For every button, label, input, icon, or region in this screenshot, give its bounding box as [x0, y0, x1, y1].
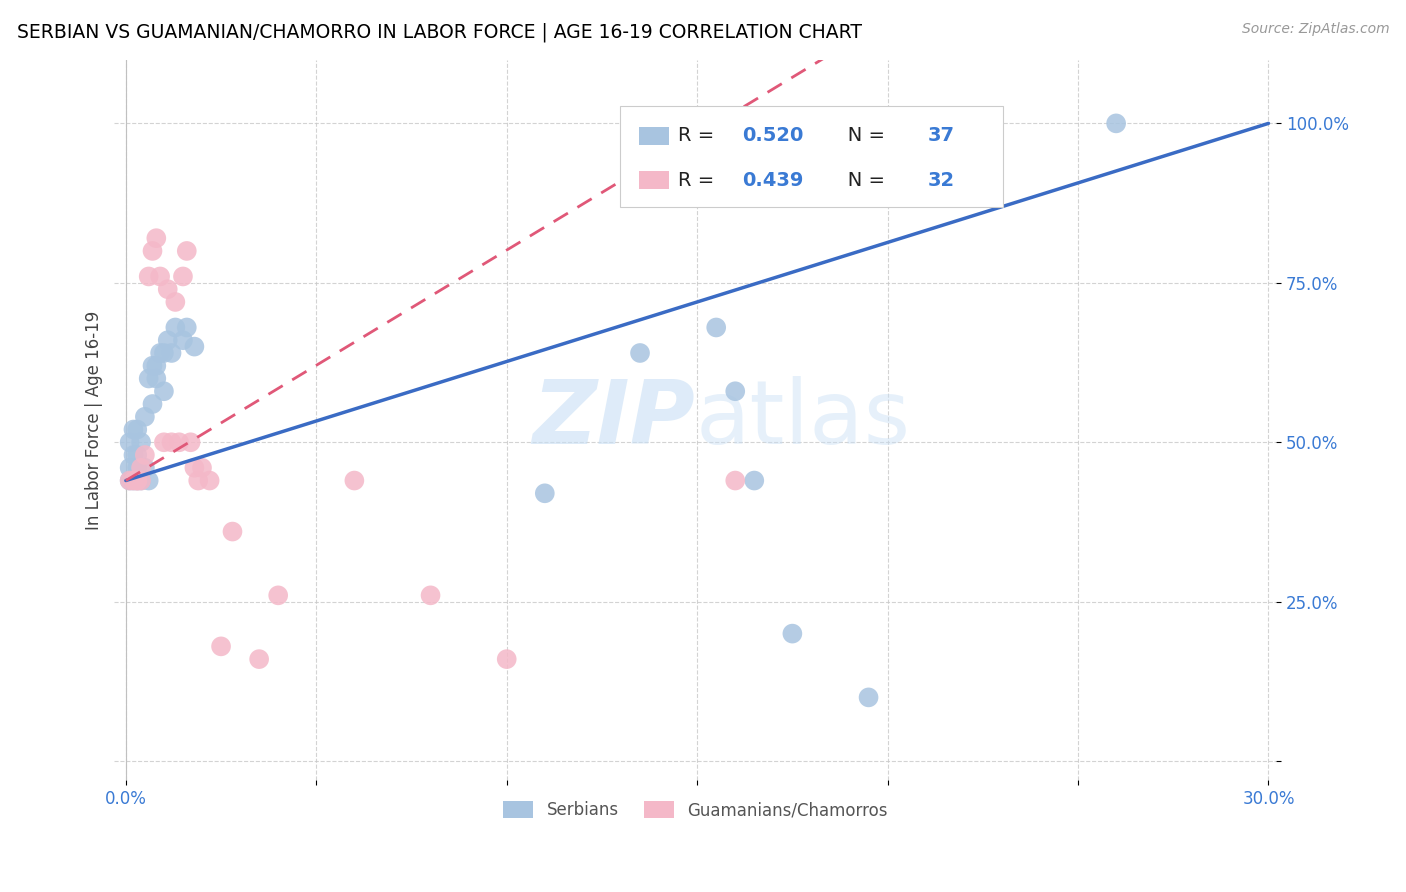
Point	[267, 588, 290, 602]
Point	[165, 320, 187, 334]
Text: Source: ZipAtlas.com: Source: ZipAtlas.com	[1241, 22, 1389, 37]
Point	[127, 474, 149, 488]
Point	[160, 346, 183, 360]
Bar	[640, 127, 668, 145]
Point	[134, 460, 156, 475]
Point	[145, 371, 167, 385]
Point	[118, 474, 141, 488]
Point	[495, 652, 517, 666]
Point	[1105, 116, 1128, 130]
Text: N =: N =	[830, 127, 891, 145]
Point	[782, 626, 804, 640]
Point	[165, 295, 187, 310]
Point	[129, 460, 152, 475]
Point	[156, 333, 179, 347]
Text: SERBIAN VS GUAMANIAN/CHAMORRO IN LABOR FORCE | AGE 16-19 CORRELATION CHART: SERBIAN VS GUAMANIAN/CHAMORRO IN LABOR F…	[17, 22, 862, 42]
Point	[127, 460, 149, 475]
Point	[134, 409, 156, 424]
Point	[138, 269, 160, 284]
Point	[145, 359, 167, 373]
Point	[141, 359, 163, 373]
Point	[187, 474, 209, 488]
Point	[153, 435, 176, 450]
Text: 32: 32	[928, 170, 955, 190]
Point	[145, 231, 167, 245]
FancyBboxPatch shape	[620, 106, 1002, 207]
Text: R =: R =	[678, 127, 720, 145]
Text: N =: N =	[830, 170, 891, 190]
Point	[141, 244, 163, 258]
Point	[221, 524, 243, 539]
Point	[183, 340, 205, 354]
Point	[153, 384, 176, 399]
Point	[343, 474, 366, 488]
Text: 37: 37	[928, 127, 955, 145]
Point	[122, 474, 145, 488]
Point	[172, 333, 194, 347]
Point	[160, 435, 183, 450]
Point	[183, 460, 205, 475]
Point	[129, 435, 152, 450]
Point	[118, 460, 141, 475]
Point	[533, 486, 555, 500]
Text: ZIP: ZIP	[533, 376, 695, 464]
Point	[724, 384, 747, 399]
Point	[118, 474, 141, 488]
Point	[172, 269, 194, 284]
Point	[704, 116, 727, 130]
Text: R =: R =	[678, 170, 720, 190]
Legend: Serbians, Guamanians/Chamorros: Serbians, Guamanians/Chamorros	[496, 795, 894, 826]
Point	[153, 346, 176, 360]
Point	[209, 640, 232, 654]
Point	[129, 474, 152, 488]
Point	[138, 371, 160, 385]
Point	[134, 448, 156, 462]
Point	[176, 320, 198, 334]
Text: 0.439: 0.439	[742, 170, 803, 190]
Point	[198, 474, 221, 488]
Point	[191, 460, 214, 475]
Point	[129, 474, 152, 488]
Y-axis label: In Labor Force | Age 16-19: In Labor Force | Age 16-19	[86, 310, 103, 530]
Point	[141, 397, 163, 411]
Point	[127, 474, 149, 488]
Point	[742, 474, 765, 488]
Point	[247, 652, 270, 666]
Point	[149, 269, 172, 284]
Point	[724, 474, 747, 488]
Point	[127, 474, 149, 488]
Point	[180, 435, 202, 450]
Text: 0.520: 0.520	[742, 127, 803, 145]
Bar	[640, 171, 668, 189]
Point	[122, 474, 145, 488]
Point	[127, 448, 149, 462]
Point	[127, 423, 149, 437]
Point	[122, 448, 145, 462]
Text: atlas: atlas	[695, 376, 910, 464]
Point	[176, 244, 198, 258]
Point	[118, 435, 141, 450]
Point	[628, 346, 651, 360]
Point	[419, 588, 441, 602]
Point	[167, 435, 190, 450]
Point	[122, 423, 145, 437]
Point	[149, 346, 172, 360]
Point	[858, 690, 880, 705]
Point	[156, 282, 179, 296]
Point	[704, 320, 727, 334]
Point	[138, 474, 160, 488]
